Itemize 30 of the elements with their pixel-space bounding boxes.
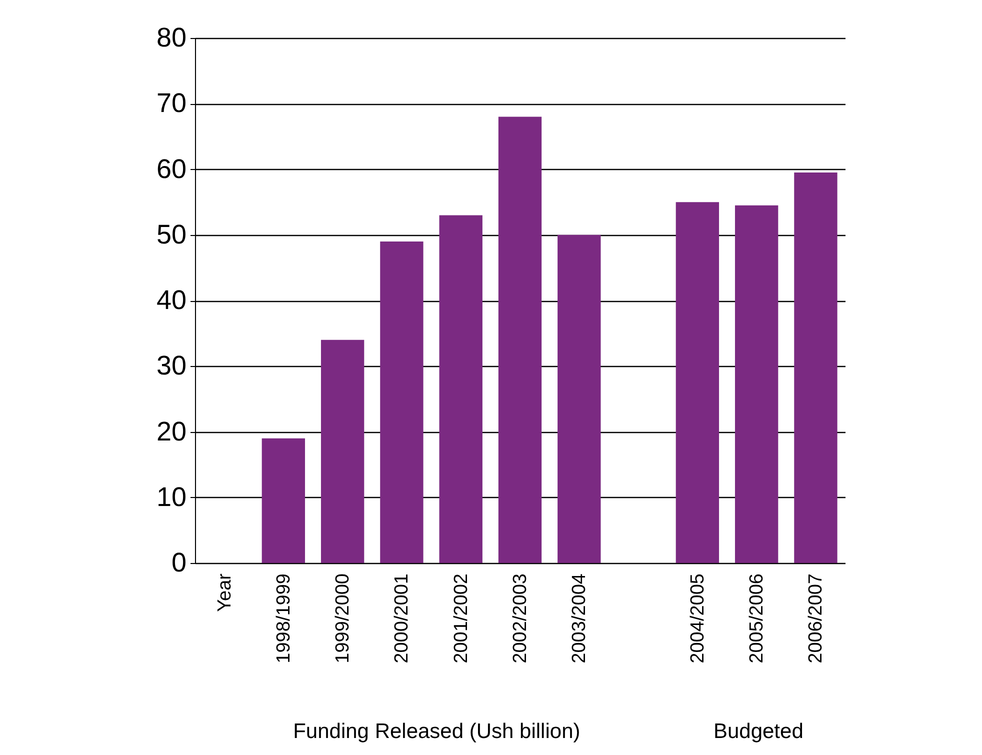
bar [558, 234, 601, 563]
x-tick-label: 1999/2000 [332, 574, 354, 664]
x-tick-label: 2004/2005 [687, 574, 708, 664]
bar [794, 172, 838, 563]
bar [262, 438, 306, 563]
bar [439, 215, 482, 563]
x-tick-label: 2000/2001 [392, 574, 413, 664]
text: Funding Released (Ush billion) [293, 720, 580, 744]
y-tick-label: 10 [156, 482, 186, 512]
x-tick-label: 1998/1999 [273, 574, 294, 664]
y-tick-label: 70 [156, 88, 186, 118]
x-tick-label: 2003/2004 [569, 573, 590, 664]
bar [498, 116, 542, 563]
y-tick-label: 20 [156, 416, 186, 446]
bar [676, 202, 720, 563]
x-tick-label: 2005/2006 [746, 574, 768, 664]
y-tick-label: 80 [156, 22, 186, 52]
x-tick-label: 2001/2002 [450, 574, 472, 664]
x-tick-label: Year [214, 572, 236, 612]
y-tick-label: 40 [156, 285, 186, 315]
x-tick-label: 2002/2003 [510, 574, 531, 664]
bar [380, 241, 424, 563]
y-tick-label: 30 [156, 350, 186, 381]
y-tick-label: 60 [156, 154, 186, 184]
bar [734, 205, 778, 563]
y-tick-label: 50 [156, 219, 186, 250]
x-tick-label: 2006/2007 [806, 574, 827, 664]
bar [320, 340, 364, 563]
y-tick-label: 0 [171, 548, 186, 578]
text: Budgeted [713, 720, 804, 744]
